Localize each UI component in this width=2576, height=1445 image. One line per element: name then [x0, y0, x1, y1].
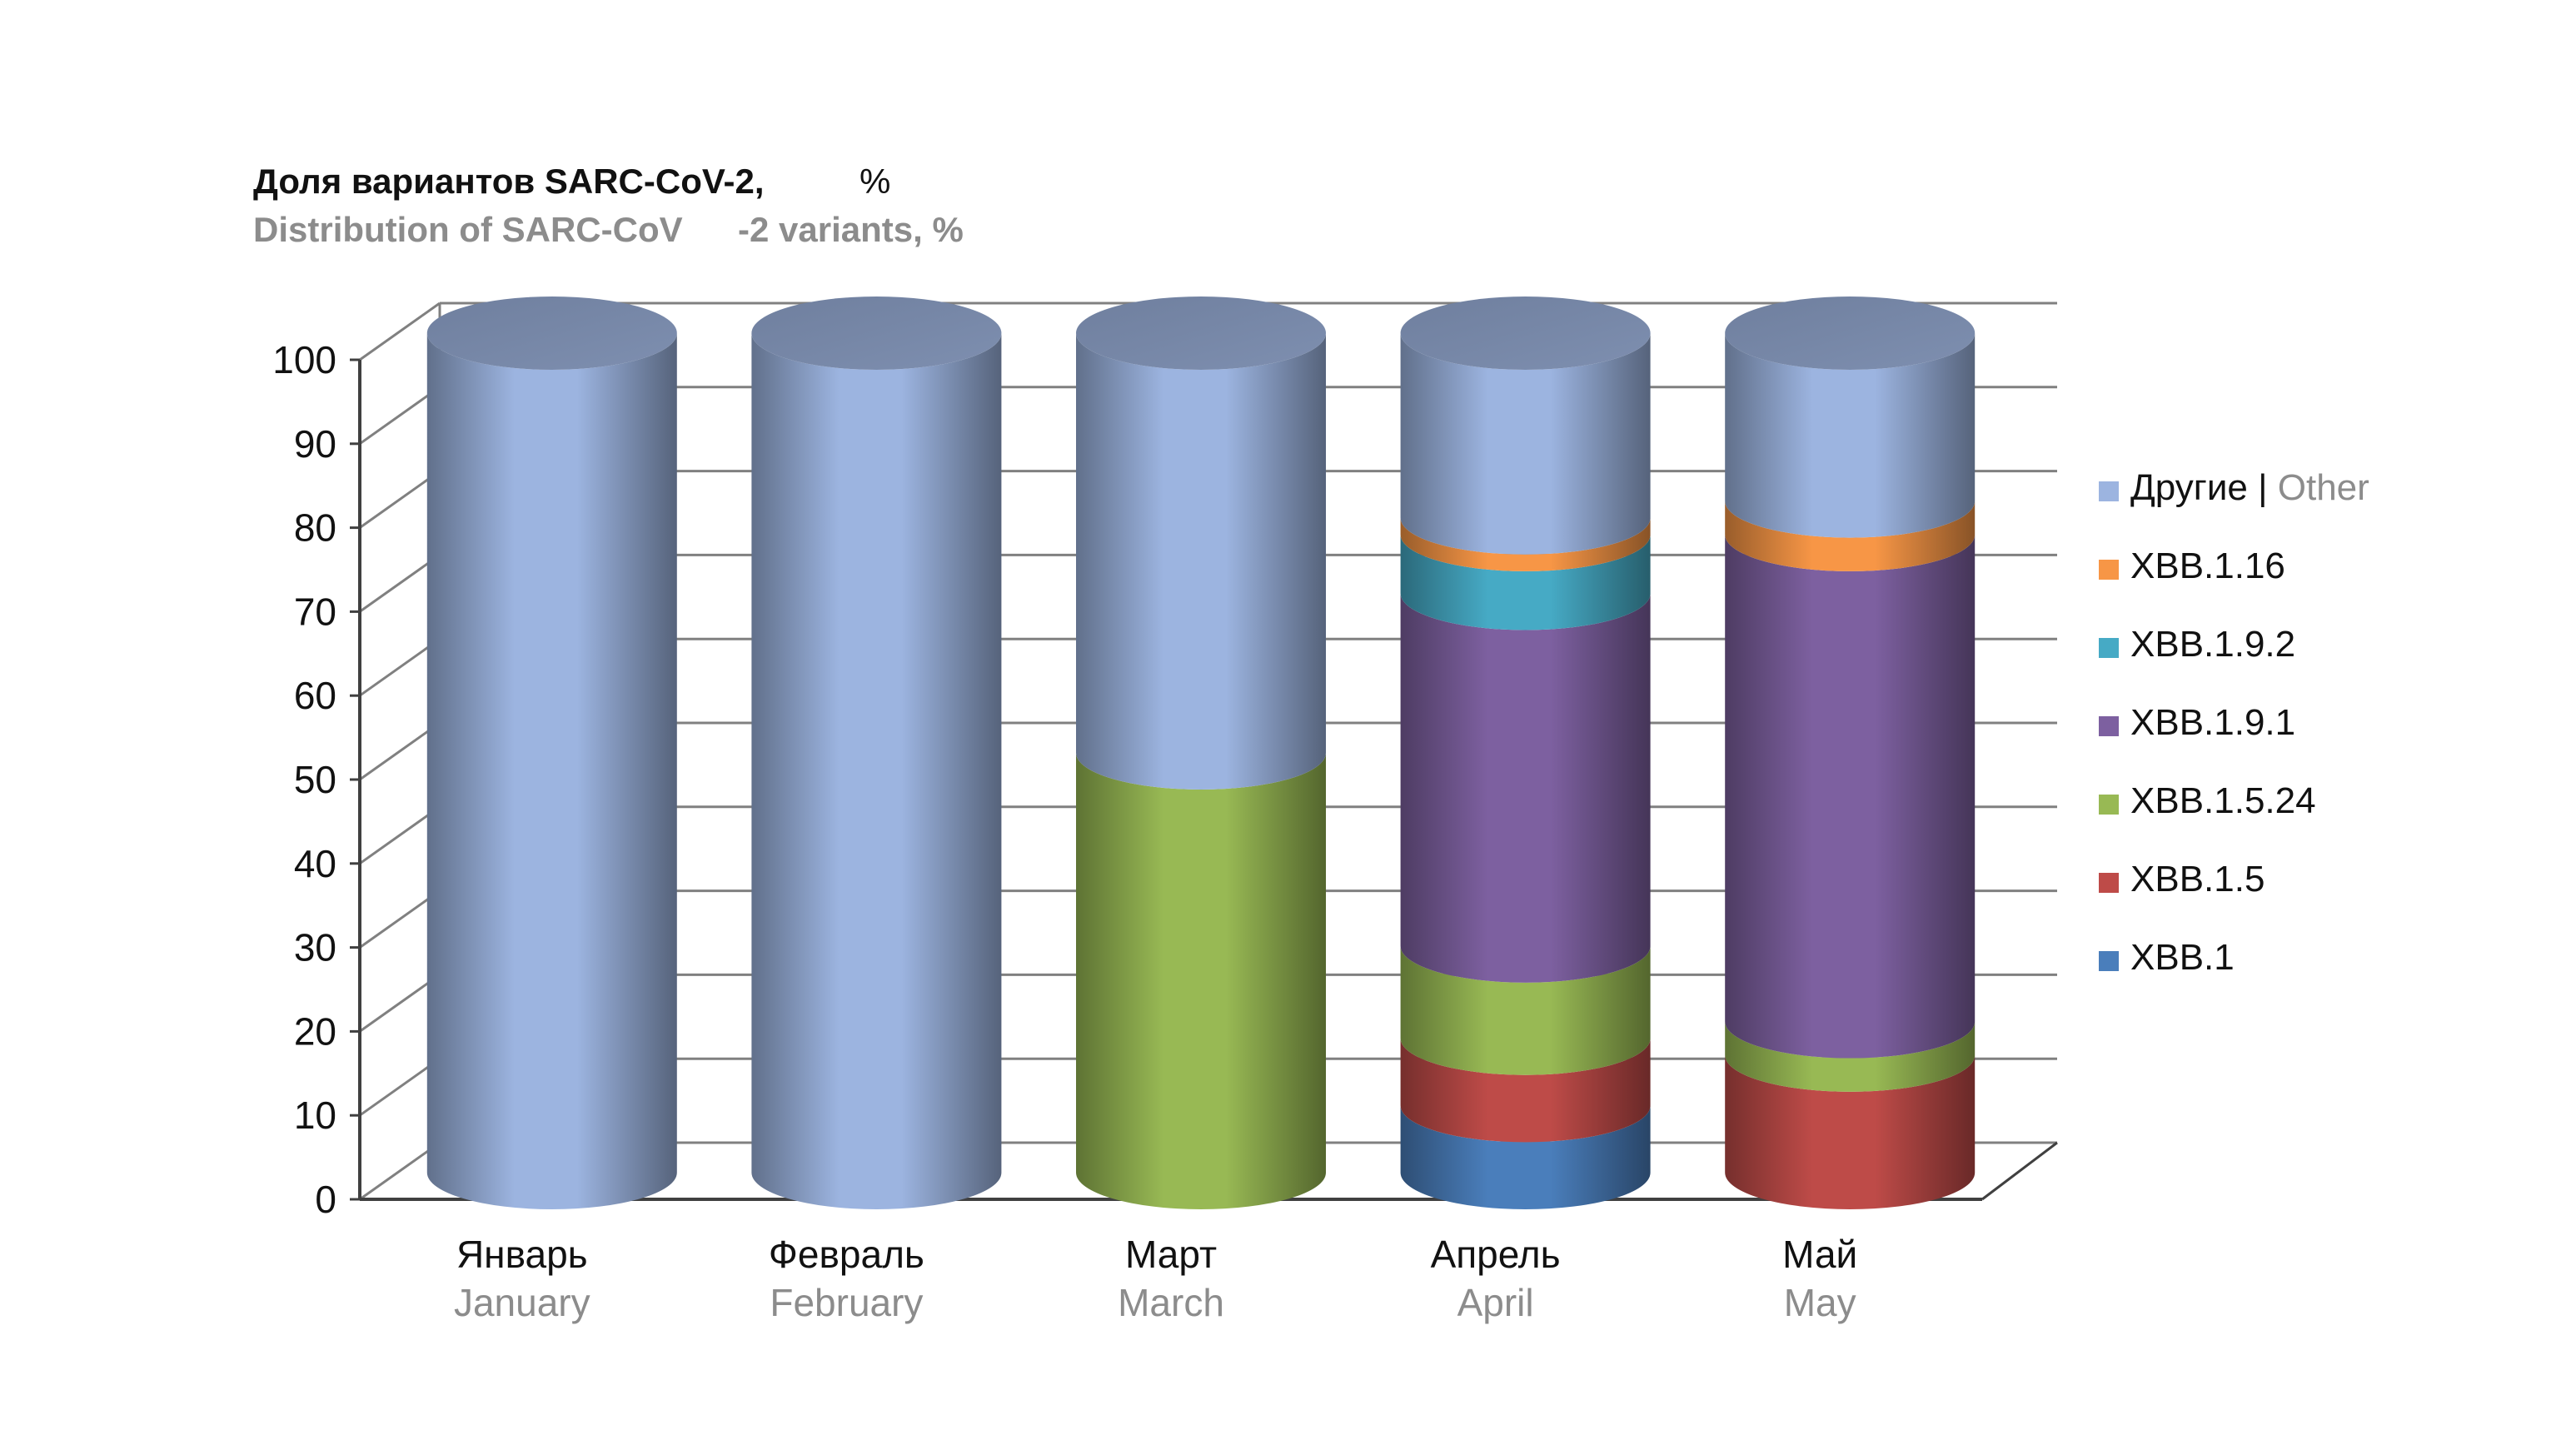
legend-label: XBB.1.5.24 [2130, 780, 2316, 821]
y-tick-label: 70 [294, 590, 336, 633]
x-tick-label-en: January [454, 1281, 590, 1324]
legend-label: Другие | Other [2130, 467, 2369, 508]
x-tick-label-ru: Январь [456, 1233, 588, 1276]
x-tick-label-ru: Апрель [1431, 1233, 1561, 1276]
grid-diagonal [359, 554, 441, 613]
legend-swatch [2099, 795, 2119, 815]
bar-segment-другие [1725, 333, 1976, 538]
legend-swatch [2099, 716, 2119, 736]
y-tick-label: 50 [294, 758, 336, 801]
bar-segment-xbb-1-9-1 [1725, 534, 1976, 1059]
title-ru-unit: % [859, 162, 890, 201]
legend-swatch [2099, 873, 2119, 893]
bar-segment-xbb-1-16 [1725, 501, 1976, 571]
grid-diagonal [359, 1141, 441, 1201]
bar-top-cap [751, 296, 1002, 370]
legend-label: XBB.1.5 [2130, 859, 2265, 899]
bar-top-cap [1076, 296, 1326, 370]
grid-diagonal [359, 637, 441, 697]
grid-diagonal [359, 470, 441, 529]
bar-segment-xbb-1 [1400, 1105, 1651, 1209]
chart-title: Доля вариантов SARC-CoV-2, % Distributio… [253, 162, 964, 249]
x-tick-label-ru: Май [1782, 1233, 1857, 1276]
y-tick-label: 10 [294, 1094, 336, 1137]
y-tick-label: 0 [315, 1178, 336, 1221]
bar-segment-другие [751, 333, 1002, 1209]
grid-diagonal [359, 889, 441, 949]
y-tick-label: 40 [294, 842, 336, 885]
floor-edge [1981, 1141, 2058, 1201]
title-ru: Доля вариантов SARC-CoV-2, [253, 162, 765, 201]
grid-diagonal [359, 386, 441, 446]
legend-label: XBB.1.9.1 [2130, 702, 2295, 743]
legend-swatch [2099, 560, 2119, 580]
title-en-suffix: -2 variants, % [738, 210, 964, 249]
bar-top-cap [1400, 296, 1651, 370]
legend-swatch [2099, 951, 2119, 971]
x-tick-label-en: February [770, 1281, 923, 1324]
bar-segment-xbb-1-5-24 [1725, 1021, 1976, 1092]
bar-segment-другие [426, 333, 677, 1209]
grid-diagonal [359, 1057, 441, 1117]
chart-legend: Другие | Other XBB.1.16 XBB.1.9.2 XBB.1.9.1… [2099, 467, 2369, 978]
y-tick-label: 90 [294, 422, 336, 466]
bar-top-cap [426, 296, 677, 370]
bar-segment-xbb-1-5-24 [1400, 945, 1651, 1075]
y-tick-label: 80 [294, 506, 336, 550]
grid-diagonal [359, 301, 441, 361]
grid-diagonal [359, 721, 441, 781]
y-tick-label: 60 [294, 674, 336, 717]
legend-label: XBB.1 [2130, 937, 2235, 978]
bar-segment-xbb-1-5-24 [1076, 753, 1326, 1209]
bar-segment-xbb-1-9-2 [1400, 534, 1651, 630]
grid-diagonal [359, 974, 441, 1033]
x-tick-label-en: April [1457, 1281, 1534, 1324]
y-tick-label: 20 [294, 1009, 336, 1053]
bar-top-cap [1725, 296, 1976, 370]
title-en: Distribution of SARC-CoV [253, 210, 683, 249]
x-tick-label-en: May [1784, 1281, 1856, 1324]
legend-swatch [2099, 481, 2119, 501]
x-tick-label-ru: Февраль [769, 1233, 924, 1276]
bar-segment-xbb-1-5 [1725, 1054, 1976, 1209]
y-tick-label: 100 [272, 338, 336, 381]
bar-segment-xbb-1-9-1 [1400, 593, 1651, 983]
legend-label: XBB.1.16 [2130, 546, 2285, 586]
x-tick-label-ru: Март [1125, 1233, 1217, 1276]
legend-swatch [2099, 638, 2119, 658]
bar-segment-другие [1400, 333, 1651, 555]
grid-diagonal [359, 805, 441, 865]
bar-segment-xbb-1-16 [1400, 517, 1651, 571]
chart-bars [426, 296, 1976, 1209]
bar-segment-xbb-1-5 [1400, 1038, 1651, 1143]
bar-segment-другие [1076, 333, 1326, 790]
y-tick-label: 30 [294, 926, 336, 969]
x-tick-label-en: March [1118, 1281, 1224, 1324]
legend-label: XBB.1.9.2 [2130, 624, 2295, 665]
